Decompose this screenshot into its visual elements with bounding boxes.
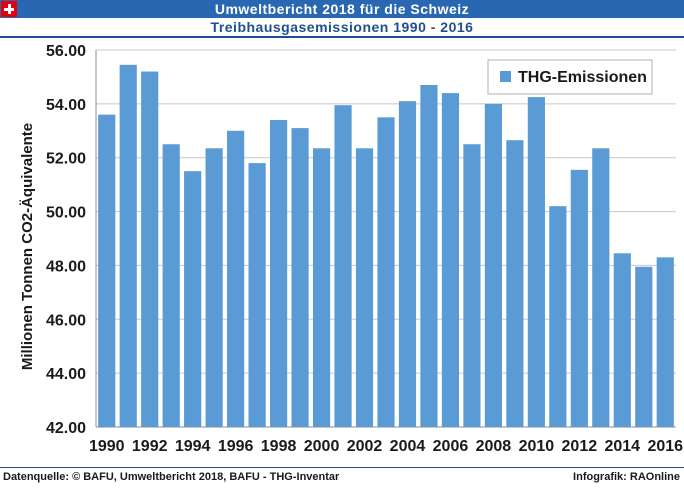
y-tick-label: 46.00 xyxy=(46,312,86,329)
y-tick-label: 56.00 xyxy=(46,43,86,60)
swiss-flag-icon xyxy=(1,1,17,17)
bar xyxy=(635,266,653,427)
legend-label: THG-Emissionen xyxy=(518,69,647,86)
x-tick-label: 2006 xyxy=(433,438,469,455)
bar xyxy=(312,148,331,427)
bar xyxy=(463,144,481,427)
bar xyxy=(570,169,588,427)
bar xyxy=(592,148,610,427)
bar xyxy=(162,144,180,427)
x-tick-label: 2008 xyxy=(476,438,512,455)
bar xyxy=(656,257,674,427)
x-tick-label: 2004 xyxy=(390,438,426,455)
x-tick-label: 2014 xyxy=(604,438,640,455)
bar xyxy=(549,206,567,427)
header-divider xyxy=(0,36,684,38)
title-bar: Umweltbericht 2018 für die Schweiz xyxy=(0,0,684,18)
y-tick-label: 52.00 xyxy=(46,151,86,168)
bar xyxy=(506,140,524,428)
infographic-credit: Infografik: RAOnline xyxy=(573,471,680,483)
chart-subtitle: Treibhausgasemissionen 1990 - 2016 xyxy=(210,19,474,35)
bar xyxy=(98,114,116,427)
data-source: Datenquelle: © BAFU, Umweltbericht 2018,… xyxy=(3,471,340,483)
y-tick-label: 44.00 xyxy=(46,366,86,383)
bar xyxy=(484,103,502,427)
bar xyxy=(184,171,202,427)
x-tick-label: 1992 xyxy=(132,438,168,455)
bar xyxy=(119,64,137,427)
y-tick-label: 42.00 xyxy=(46,420,86,437)
bar xyxy=(398,101,417,428)
x-tick-label: 1996 xyxy=(218,438,254,455)
bar xyxy=(441,93,460,427)
x-tick-label: 2010 xyxy=(519,438,555,455)
bar xyxy=(613,253,631,427)
x-tick-label: 1994 xyxy=(175,438,211,455)
x-tick-label: 1990 xyxy=(89,438,125,455)
footer-divider xyxy=(0,467,684,468)
y-axis-label: Millionen Tonnen CO2-Äquivalente xyxy=(19,123,36,370)
bar xyxy=(248,163,266,427)
bar xyxy=(227,130,245,428)
legend-box xyxy=(487,59,653,95)
bar xyxy=(334,105,352,427)
bar xyxy=(270,120,288,427)
bar xyxy=(420,85,438,427)
x-tick-label: 2012 xyxy=(562,438,598,455)
bar xyxy=(205,148,223,427)
y-tick-label: 54.00 xyxy=(46,97,86,114)
x-tick-label: 2002 xyxy=(347,438,383,455)
bar xyxy=(377,117,395,428)
x-tick-label: 2016 xyxy=(647,438,683,455)
bar xyxy=(527,97,545,427)
x-tick-label: 1998 xyxy=(261,438,297,455)
legend-swatch xyxy=(500,71,511,82)
chart-title: Umweltbericht 2018 für die Schweiz xyxy=(214,1,470,17)
bar xyxy=(355,148,374,427)
y-tick-label: 50.00 xyxy=(46,205,86,222)
bar xyxy=(141,71,159,428)
bar xyxy=(291,128,309,428)
x-tick-label: 2000 xyxy=(304,438,340,455)
y-tick-label: 48.00 xyxy=(46,258,86,275)
